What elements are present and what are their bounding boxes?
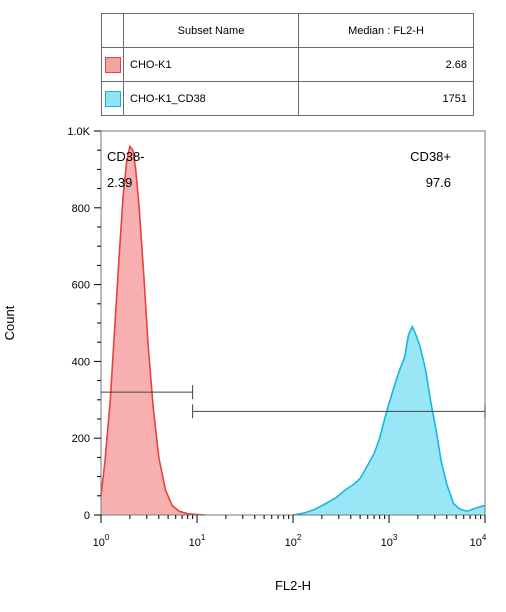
series-chok1-cd38-area bbox=[293, 326, 485, 515]
legend-median-value: 2.68 bbox=[298, 47, 474, 82]
series-chok1-cd38-line bbox=[292, 324, 486, 516]
legend-row: CHO-K1_CD38 1751 bbox=[101, 81, 474, 116]
gate-layer: CD38- 2.39 CD38+ 97.6 bbox=[101, 149, 486, 419]
gate-percentage: 2.39 bbox=[107, 175, 132, 190]
legend-subset-name: CHO-K1_CD38 bbox=[123, 81, 299, 116]
x-axis-label: FL2-H bbox=[275, 578, 311, 593]
legend-table: Subset Name Median : FL2-H CHO-K1 2.68 C… bbox=[101, 13, 474, 116]
y-axis-label: Count bbox=[2, 305, 17, 340]
y-tick-label: 800 bbox=[72, 203, 90, 215]
legend-median-value: 1751 bbox=[298, 81, 474, 116]
gate-percentage: 97.6 bbox=[426, 175, 451, 190]
legend-swatch-chok1 bbox=[104, 56, 121, 73]
y-tick-label: 200 bbox=[72, 433, 90, 445]
series-chok1-area bbox=[101, 146, 205, 515]
y-tick-label: 600 bbox=[72, 280, 90, 292]
gate-label: CD38- bbox=[107, 149, 145, 164]
x-tick-label: 103 bbox=[381, 533, 398, 549]
y-tick-label: 1.0K bbox=[67, 126, 90, 138]
y-tick-label: 400 bbox=[72, 356, 90, 368]
gate-label: CD38+ bbox=[410, 149, 451, 164]
axis-layer: 0 200 400 600 800 1.0K 100 101 102 103 104 bbox=[67, 126, 487, 549]
series-chok1-line bbox=[100, 144, 205, 516]
x-tick-label: 101 bbox=[189, 533, 206, 549]
legend-swatch-chok1-cd38 bbox=[104, 90, 121, 107]
legend-header-subset: Subset Name bbox=[123, 13, 299, 48]
legend-header-row: Subset Name Median : FL2-H bbox=[101, 13, 474, 48]
x-tick-label: 100 bbox=[93, 533, 110, 549]
series-layer bbox=[100, 144, 486, 516]
legend-header-median: Median : FL2-H bbox=[298, 13, 474, 48]
x-tick-label: 104 bbox=[470, 533, 487, 549]
x-tick-label: 102 bbox=[285, 533, 302, 549]
y-tick-label: 0 bbox=[84, 510, 90, 522]
